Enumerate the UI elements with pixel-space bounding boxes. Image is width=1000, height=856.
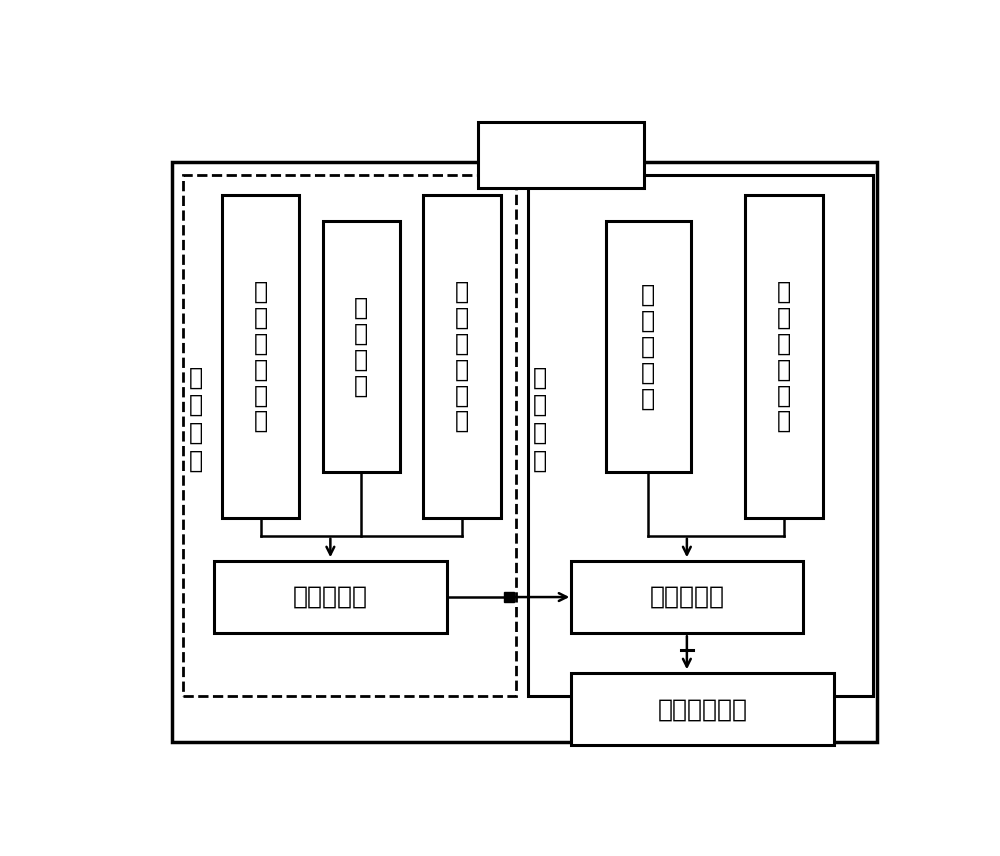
Bar — [172, 162, 877, 742]
Text: 冷
却
系
统: 冷 却 系 统 — [533, 366, 547, 473]
Bar — [323, 222, 400, 472]
Text: 空调控制器: 空调控制器 — [293, 585, 368, 609]
Bar — [183, 175, 516, 696]
Bar — [222, 195, 299, 518]
Bar — [478, 122, 644, 188]
Text: 风扇转速指令: 风扇转速指令 — [657, 697, 747, 721]
Bar — [606, 222, 691, 472]
Bar — [571, 561, 803, 633]
Bar — [423, 195, 501, 518]
Text: 车
内
环
境
温
度: 车 内 环 境 温 度 — [254, 280, 268, 433]
Bar — [745, 195, 822, 518]
Bar — [528, 175, 873, 696]
Text: 空
调
压
力: 空 调 压 力 — [354, 295, 368, 397]
Text: 车
外
环
境
温
度: 车 外 环 境 温 度 — [455, 280, 469, 433]
Bar — [214, 561, 447, 633]
Text: 风扇控制器: 风扇控制器 — [649, 585, 724, 609]
Text: 空
调
系
统: 空 调 系 统 — [189, 366, 203, 473]
Bar — [571, 673, 834, 746]
Text: 中
冷
进
气
温
度: 中 冷 进 气 温 度 — [777, 280, 791, 433]
Text: 防
冻
液
温
度: 防 冻 液 温 度 — [641, 282, 655, 410]
